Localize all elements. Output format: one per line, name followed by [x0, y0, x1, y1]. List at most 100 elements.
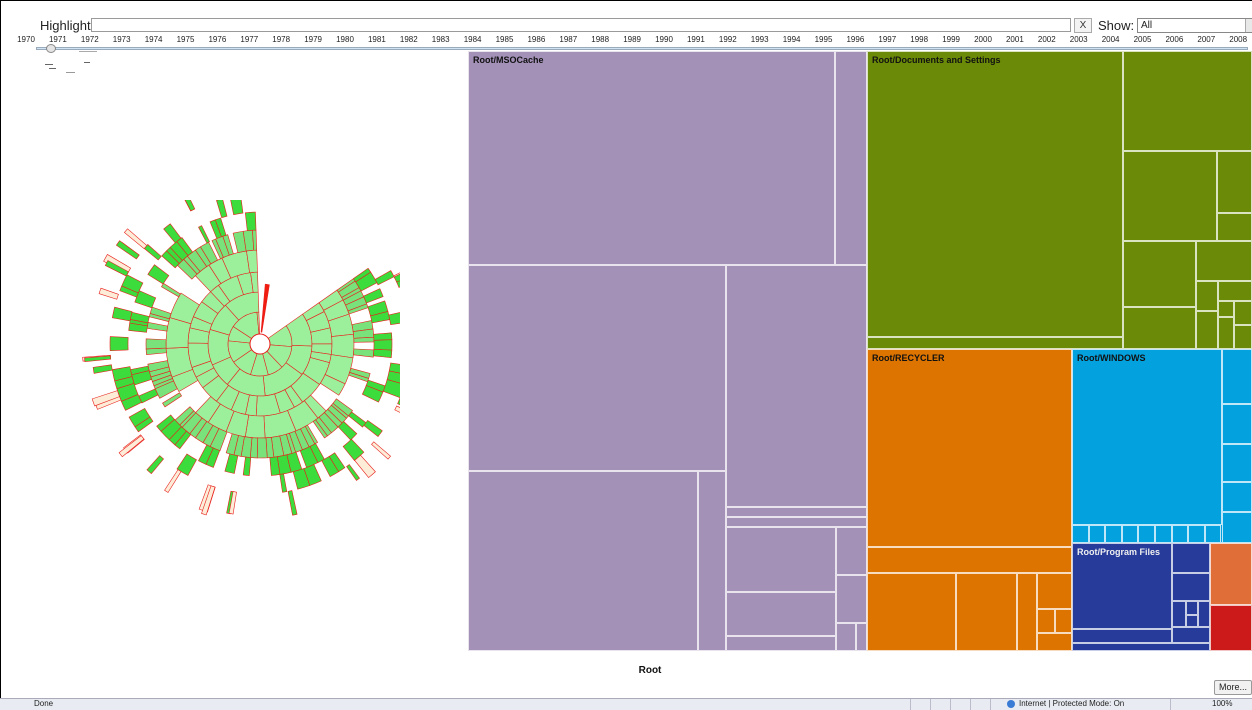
treemap-cell[interactable]: [1222, 444, 1252, 482]
year-tick-label[interactable]: 1971: [48, 35, 67, 44]
sunburst-segment[interactable]: [279, 473, 288, 493]
year-tick-label[interactable]: 2006: [1165, 35, 1184, 44]
treemap-cell[interactable]: [726, 507, 867, 517]
sunburst-segment[interactable]: [242, 456, 252, 476]
sunburst-leaf[interactable]: [394, 405, 400, 420]
year-tick-label[interactable]: 1997: [878, 35, 897, 44]
sunburst-leaf[interactable]: [146, 455, 165, 475]
year-tick-label[interactable]: 1984: [463, 35, 482, 44]
treemap-cell[interactable]: [1121, 525, 1139, 543]
treemap-cell[interactable]: [1123, 151, 1217, 241]
sunburst-segment[interactable]: [111, 306, 133, 322]
treemap-cell[interactable]: [1172, 543, 1210, 573]
sunburst-segment[interactable]: [216, 200, 228, 219]
sunburst-segment[interactable]: [244, 211, 257, 232]
year-tick-label[interactable]: 1986: [527, 35, 546, 44]
treemap-cell[interactable]: [1088, 525, 1106, 543]
year-tick-label[interactable]: 2000: [974, 35, 992, 44]
year-slider-thumb[interactable]: [46, 44, 56, 53]
year-tick-label[interactable]: 1994: [782, 35, 801, 44]
treemap-cell[interactable]: [956, 573, 1017, 651]
sunburst-leaf[interactable]: [164, 469, 182, 493]
year-tick-label[interactable]: 2007: [1197, 35, 1216, 44]
sunburst-leaf[interactable]: [393, 269, 400, 283]
sunburst-segment[interactable]: [388, 311, 400, 326]
year-tick-label[interactable]: 1983: [431, 35, 450, 44]
sunburst-segment[interactable]: [109, 336, 129, 352]
year-tick-label[interactable]: 1998: [910, 35, 929, 44]
year-tick-label[interactable]: 2002: [1037, 35, 1056, 44]
sunburst-leaf[interactable]: [123, 228, 148, 250]
sunburst-segment[interactable]: [363, 419, 383, 437]
year-tick-label[interactable]: 1980: [336, 35, 354, 44]
year-tick-label[interactable]: 1993: [750, 35, 769, 44]
year-tick-label[interactable]: 1979: [304, 35, 322, 44]
sunburst-leaf[interactable]: [180, 200, 196, 212]
zoom-level[interactable]: 100%: [1212, 699, 1233, 708]
year-tick-label[interactable]: 1991: [686, 35, 705, 44]
sunburst-leaf[interactable]: [92, 364, 113, 374]
sunburst-segment[interactable]: [121, 274, 144, 294]
treemap-cell[interactable]: [1186, 615, 1198, 627]
year-tick-label[interactable]: 1978: [272, 35, 291, 44]
sunburst-segment[interactable]: [292, 468, 311, 490]
sunburst-segment[interactable]: [128, 407, 151, 428]
sunburst-leaf[interactable]: [84, 355, 112, 362]
year-tick-label[interactable]: 1985: [495, 35, 514, 44]
sunburst-leaf[interactable]: [104, 260, 129, 277]
sunburst-segment[interactable]: [373, 339, 393, 351]
sunburst-segment[interactable]: [147, 264, 170, 285]
sunburst-leaf[interactable]: [397, 397, 400, 410]
treemap-cell[interactable]: [1218, 281, 1252, 301]
sunburst-segment[interactable]: [348, 411, 367, 428]
sunburst-segment[interactable]: [374, 270, 395, 286]
clear-highlight-button[interactable]: X: [1074, 18, 1092, 33]
treemap-cell[interactable]: [1196, 241, 1252, 281]
dropdown-arrow-icon[interactable]: [1245, 19, 1252, 32]
sunburst-segment[interactable]: [382, 379, 400, 399]
treemap-cell[interactable]: [1222, 349, 1252, 404]
treemap-cell[interactable]: [468, 51, 835, 265]
treemap-cell[interactable]: [1217, 151, 1252, 213]
year-tick-label[interactable]: 1995: [814, 35, 833, 44]
sunburst-segment[interactable]: [373, 332, 393, 341]
treemap-cell[interactable]: [867, 349, 1072, 547]
treemap-cell[interactable]: [1172, 601, 1186, 627]
sunburst-segment[interactable]: [256, 437, 268, 459]
year-tick-label[interactable]: 1973: [112, 35, 131, 44]
treemap-cell[interactable]: [835, 51, 867, 265]
treemap-cell[interactable]: [1222, 512, 1252, 543]
year-tick-label[interactable]: 1977: [240, 35, 259, 44]
treemap-cell[interactable]: [1217, 213, 1252, 241]
sunburst-segment[interactable]: [348, 372, 370, 383]
year-tick-label[interactable]: 1989: [623, 35, 641, 44]
treemap-cell[interactable]: [726, 527, 836, 592]
sunburst-segment[interactable]: [373, 348, 393, 359]
treemap-cell[interactable]: [867, 51, 1123, 337]
treemap-cell[interactable]: [836, 527, 867, 575]
treemap-cell[interactable]: [867, 573, 956, 651]
sunburst-segment[interactable]: [230, 200, 244, 216]
more-button[interactable]: More...: [1214, 680, 1252, 695]
year-tick-label[interactable]: 1987: [559, 35, 578, 44]
year-tick-label[interactable]: 1982: [399, 35, 418, 44]
sunburst-segment[interactable]: [198, 225, 210, 244]
year-tick-label[interactable]: 1992: [718, 35, 737, 44]
year-tick-label[interactable]: 1976: [208, 35, 227, 44]
treemap-cell[interactable]: [1188, 525, 1205, 543]
treemap-cell[interactable]: [1155, 525, 1172, 543]
sunburst-segment[interactable]: [269, 456, 281, 476]
year-tick-label[interactable]: 1990: [655, 35, 673, 44]
treemap-cell[interactable]: [1198, 601, 1210, 627]
year-tick-label[interactable]: 1999: [942, 35, 960, 44]
treemap-cell[interactable]: [1105, 525, 1122, 543]
treemap-cell[interactable]: [1222, 482, 1252, 512]
year-tick-label[interactable]: 2001: [1005, 35, 1024, 44]
treemap-cell[interactable]: [1037, 633, 1072, 651]
treemap-cell[interactable]: [1234, 325, 1252, 349]
year-slider-track[interactable]: [36, 47, 1248, 50]
sunburst-segment[interactable]: [169, 292, 200, 325]
treemap-cell[interactable]: [1204, 525, 1222, 543]
treemap-cell[interactable]: [1172, 573, 1210, 601]
year-tick-label[interactable]: 1974: [144, 35, 163, 44]
